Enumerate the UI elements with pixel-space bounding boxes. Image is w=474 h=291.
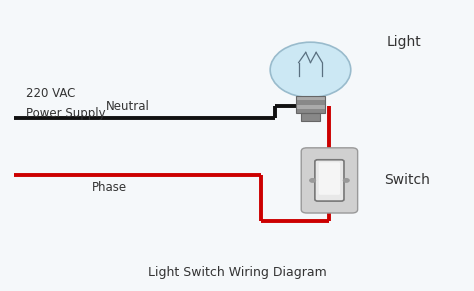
Text: Phase: Phase [91, 181, 127, 194]
Bar [296, 100, 325, 105]
Bar [301, 113, 320, 121]
Bar [296, 96, 325, 100]
FancyBboxPatch shape [319, 162, 340, 195]
Text: Light: Light [386, 35, 421, 49]
Ellipse shape [270, 42, 351, 97]
Circle shape [310, 179, 316, 182]
Text: Switch: Switch [384, 173, 430, 187]
FancyBboxPatch shape [301, 148, 357, 213]
Text: 220 VAC: 220 VAC [26, 87, 75, 100]
Circle shape [343, 179, 349, 182]
Bar [296, 96, 325, 113]
Bar [296, 105, 325, 109]
Text: Light Switch Wiring Diagram: Light Switch Wiring Diagram [147, 266, 327, 279]
Text: Neutral: Neutral [106, 100, 150, 113]
Text: Power Supply: Power Supply [26, 107, 106, 120]
Bar [296, 109, 325, 113]
FancyBboxPatch shape [315, 160, 344, 201]
